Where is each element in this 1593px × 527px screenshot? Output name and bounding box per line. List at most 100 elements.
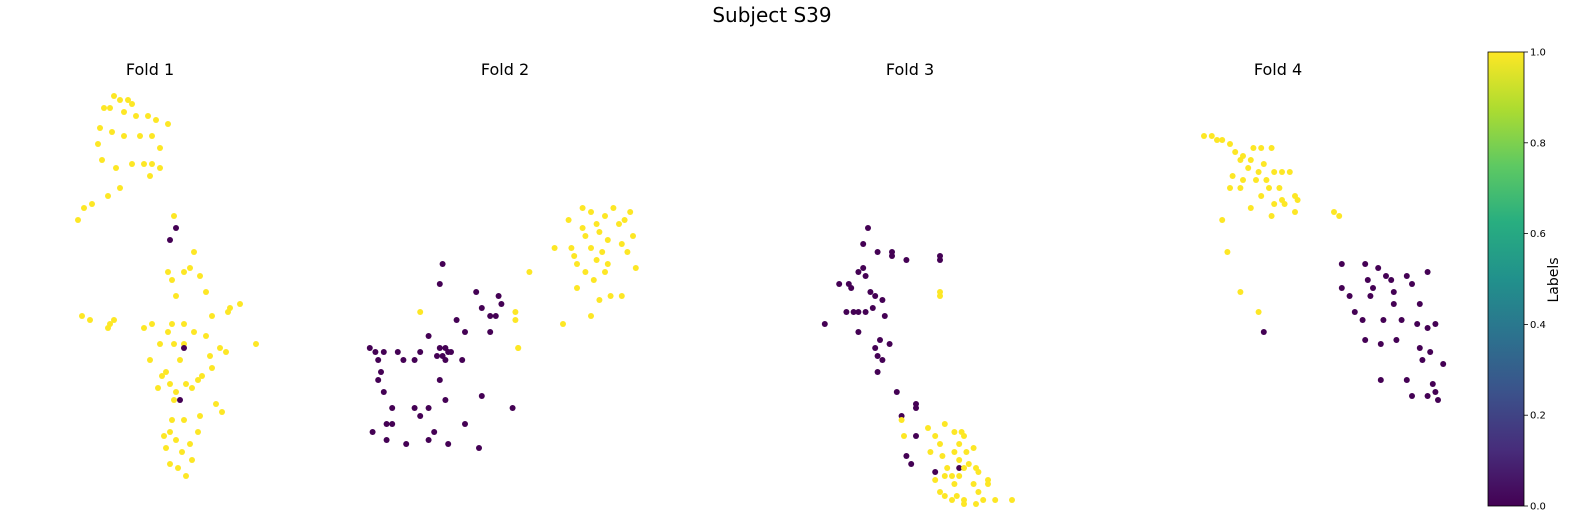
data-point bbox=[970, 445, 977, 451]
data-point bbox=[145, 113, 151, 119]
data-point bbox=[1416, 301, 1423, 307]
data-point bbox=[383, 421, 390, 427]
data-point bbox=[903, 257, 910, 263]
data-point bbox=[417, 309, 424, 315]
data-point bbox=[1266, 185, 1272, 191]
data-point bbox=[203, 333, 209, 339]
data-point bbox=[177, 357, 183, 363]
data-point bbox=[1367, 293, 1374, 299]
data-point bbox=[593, 257, 600, 263]
data-point bbox=[199, 373, 205, 379]
data-point bbox=[588, 209, 594, 215]
data-point bbox=[129, 161, 135, 167]
data-point bbox=[898, 417, 905, 423]
data-point bbox=[163, 369, 169, 375]
data-point bbox=[173, 437, 179, 443]
data-point bbox=[1362, 337, 1369, 343]
data-point bbox=[596, 229, 603, 235]
data-point bbox=[949, 497, 955, 503]
data-point bbox=[874, 369, 881, 375]
data-point bbox=[1214, 137, 1220, 143]
data-point bbox=[121, 109, 127, 115]
data-point bbox=[394, 349, 401, 355]
data-point bbox=[183, 381, 189, 387]
data-point bbox=[149, 161, 155, 167]
data-point bbox=[850, 309, 857, 315]
data-point bbox=[874, 353, 881, 359]
data-point bbox=[436, 377, 443, 383]
data-point bbox=[487, 329, 494, 335]
colorbar: 0.0 0.2 0.4 0.6 0.8 1.0 Labels bbox=[1487, 48, 1562, 513]
data-point bbox=[512, 309, 519, 315]
data-point bbox=[599, 249, 606, 255]
data-point bbox=[632, 265, 639, 271]
data-point bbox=[1240, 177, 1246, 183]
data-point bbox=[1279, 197, 1285, 203]
data-point bbox=[602, 269, 608, 275]
data-point bbox=[872, 293, 879, 299]
panel-fold-2: Fold 2 bbox=[366, 60, 639, 451]
data-point bbox=[1338, 285, 1345, 291]
data-point bbox=[403, 441, 410, 447]
data-point bbox=[153, 117, 159, 123]
data-point bbox=[1276, 185, 1283, 191]
data-point bbox=[111, 93, 117, 99]
data-point bbox=[209, 313, 215, 319]
colorbar-tick-label: 0.0 bbox=[1530, 502, 1546, 513]
data-point bbox=[181, 321, 187, 327]
data-point bbox=[159, 373, 165, 379]
data-point bbox=[1380, 317, 1387, 323]
data-point bbox=[442, 357, 449, 363]
colorbar-label: Labels bbox=[1546, 257, 1562, 302]
data-point bbox=[593, 221, 600, 227]
data-point bbox=[207, 353, 213, 359]
data-point bbox=[862, 309, 869, 315]
data-point bbox=[105, 193, 111, 199]
data-point bbox=[1338, 261, 1345, 267]
data-point bbox=[1364, 277, 1371, 283]
data-point bbox=[877, 337, 883, 343]
data-point bbox=[855, 329, 862, 335]
data-point bbox=[129, 101, 135, 107]
data-point bbox=[1331, 209, 1337, 215]
data-point bbox=[436, 345, 443, 351]
data-point bbox=[111, 317, 117, 323]
data-point bbox=[169, 277, 175, 283]
data-point bbox=[1260, 161, 1267, 167]
data-point bbox=[189, 457, 195, 463]
data-point bbox=[141, 325, 147, 331]
data-point bbox=[970, 481, 977, 487]
data-point bbox=[956, 441, 963, 447]
data-point bbox=[1424, 269, 1431, 275]
data-point bbox=[610, 205, 617, 211]
data-point bbox=[434, 353, 440, 359]
data-point bbox=[165, 121, 171, 127]
data-point bbox=[1009, 497, 1015, 503]
data-point bbox=[886, 341, 893, 347]
data-point bbox=[473, 289, 480, 295]
data-point bbox=[1440, 361, 1447, 367]
data-point bbox=[87, 317, 93, 323]
data-point bbox=[425, 437, 432, 443]
data-point bbox=[565, 217, 572, 223]
figure-title: Subject S39 bbox=[712, 3, 831, 27]
data-point bbox=[963, 449, 970, 455]
data-point bbox=[941, 421, 948, 427]
data-point bbox=[498, 301, 505, 307]
data-point bbox=[937, 289, 943, 295]
data-point bbox=[1414, 321, 1421, 327]
data-point bbox=[179, 449, 185, 455]
data-point bbox=[975, 489, 982, 495]
data-point bbox=[1375, 265, 1382, 271]
data-point bbox=[602, 213, 608, 219]
data-point bbox=[167, 237, 173, 243]
data-point bbox=[908, 461, 915, 467]
data-point bbox=[487, 313, 494, 319]
data-point bbox=[574, 261, 580, 267]
data-point bbox=[217, 345, 223, 351]
data-point bbox=[1424, 393, 1431, 399]
data-point bbox=[903, 453, 910, 459]
data-point bbox=[462, 421, 468, 427]
data-point bbox=[939, 453, 946, 459]
